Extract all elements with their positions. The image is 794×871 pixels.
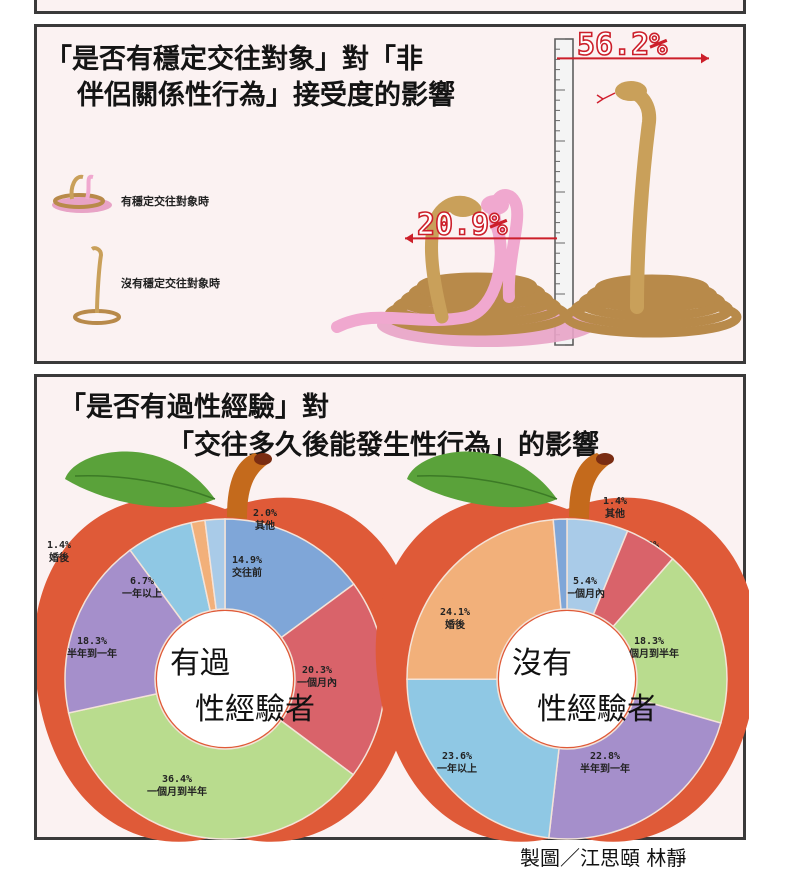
legend-icon-no-stable (73, 246, 121, 325)
measuring-ruler (554, 38, 574, 346)
donut-slice (612, 557, 728, 724)
slice-category-label: 半年到一年 (67, 647, 117, 660)
donut-slice (552, 518, 568, 611)
value-label: 56.2% (577, 27, 667, 62)
donut-hole (157, 611, 293, 747)
snake-coil (594, 274, 710, 304)
snake-coil (586, 280, 718, 312)
slice-category-label: 其他 (605, 507, 625, 520)
slice-category-label: 半年到一年 (580, 762, 630, 775)
slice-category-label: 一年以上 (437, 762, 477, 775)
slice-value-label: 20.3% (302, 665, 332, 676)
leaf-vein (416, 474, 558, 500)
apple-stem (227, 453, 269, 519)
top-strip (34, 0, 746, 14)
center-label-line1: 有過 (170, 646, 230, 681)
donut-slice (204, 518, 226, 611)
donut-hole (499, 611, 635, 747)
snake-no-stable (562, 81, 742, 338)
snake-coil (416, 272, 538, 302)
legend-label-stable: 有穩定交往對象時 (121, 195, 209, 208)
legend-label-no-stable: 沒有穩定交往對象時 (121, 277, 220, 290)
donut-slice (547, 697, 722, 840)
snake-stable (331, 189, 570, 336)
slice-value-label: 1.4% (603, 496, 627, 507)
panel1-title-line2: 伴侶關係性行為」接受度的影響 (77, 80, 455, 111)
center-label-line1: 沒有 (512, 646, 572, 681)
slice-value-label: 36.4% (162, 774, 192, 785)
snake-chart: 20.9% 56.2% (52, 27, 742, 347)
slice-category-label: 交往前 (232, 566, 262, 579)
snake-tongue (596, 92, 616, 104)
slice-category-label: 婚後 (445, 618, 466, 631)
slice-value-label: 22.8% (590, 751, 620, 762)
snake-coil (578, 285, 726, 321)
slice-value-label: 5.4% (573, 576, 597, 587)
value-arrowhead (405, 233, 413, 244)
donut-slice (406, 678, 560, 839)
donut-slice (64, 549, 185, 714)
slice-value-label: 14.9% (232, 555, 262, 566)
slice-category-label: 一年以上 (122, 587, 162, 600)
center-label-line2: 性經驗者 (537, 692, 657, 727)
panel2-title-line2: 「交往多久後能發生性行為」的影響 (167, 430, 599, 461)
apple-experienced: 14.9%交往前 20.3%一個月內 36.4%一個月到半年 18.3%半年到一年 6.… (37, 451, 417, 842)
slice-value-label: 18.3% (634, 636, 664, 647)
center-label-line2: 性經驗者 (195, 692, 315, 727)
slice-category-label: 一個月到半年 (147, 785, 207, 798)
credit-footer: 製圖／江思頤 林靜 (520, 846, 687, 870)
pink-snake-head (481, 195, 509, 215)
slice-value-label: 23.6% (442, 751, 472, 762)
panel2-title-line1: 「是否有過性經驗」對 (59, 392, 329, 423)
leaf-vein (74, 474, 216, 500)
slice-value-label: 2.0% (253, 508, 277, 519)
stem-top (596, 453, 614, 465)
slice-value-label: 18.3% (77, 636, 107, 647)
legend-icon-stable (52, 174, 112, 213)
slice-category-label: 一個月內 (565, 587, 605, 600)
donut-slice (67, 692, 355, 840)
panel-stable-partner: 「是否有穩定交往對象」對「非 伴侶關係性行為」接受度的影響 20.9% 56.2%… (34, 24, 746, 364)
slice-value-label: 1.4% (47, 540, 71, 551)
slice-category-label: 其他 (255, 519, 275, 532)
panel-sexual-experience: 「是否有過性經驗」對 「交往多久後能發生性行為」的影響 14.9% 交往前 20.3… (34, 374, 749, 842)
value-arrowhead (701, 53, 709, 64)
tall-snake-head (615, 81, 647, 101)
slice-category-label: 一個月內 (297, 676, 337, 689)
donut-slice (406, 518, 562, 680)
stem-top (254, 453, 272, 465)
slice-category-label: 一個月到半年 (619, 647, 679, 660)
slice-value-label: 6.7% (130, 576, 154, 587)
donut-slice (224, 518, 355, 639)
slice-category-label: 婚後 (49, 551, 70, 564)
panel1-title-line1: 「是否有穩定交往對象」對「非 (45, 44, 423, 75)
apple-stem (569, 453, 611, 519)
slice-value-label: 24.1% (440, 607, 470, 618)
brown-snake-head (448, 197, 478, 217)
apple-donut-charts: 14.9%交往前20.3%一個月內36.4%一個月到半年18.3%半年到一年6.… (37, 451, 749, 842)
value-label: 20.9% (417, 207, 507, 242)
pink-snake-body (331, 189, 524, 333)
apple-inexperienced: 6.3%交往前5.4%一個月內18.3%一個月到半年22.8%半年到一年23.6… (375, 451, 749, 842)
